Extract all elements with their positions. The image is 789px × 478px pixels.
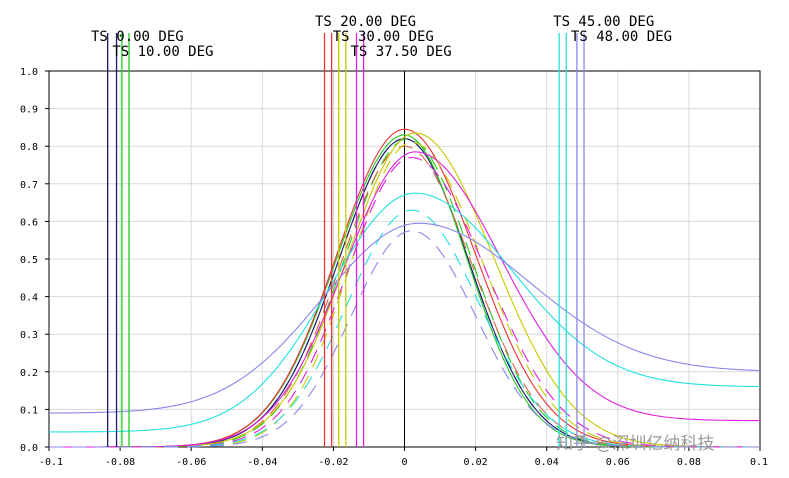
y-tick-label: 0.2	[20, 368, 38, 379]
x-tick-label: 0	[401, 457, 407, 468]
tick-labels: -0.1 -0.08 -0.06 -0.04 -0.02 0 0.02 0.04 0.06 0.0…	[20, 67, 768, 468]
field-label-6: TS 45.00 DEG	[553, 14, 654, 30]
series-line-13	[48, 222, 761, 414]
y-tick-label: 0.6	[20, 217, 38, 228]
x-tick-label: -0.04	[247, 457, 277, 468]
x-tick-label: -0.06	[176, 457, 206, 468]
y-tick-label: 0.1	[20, 405, 38, 416]
y-tick-label: 0.5	[20, 255, 38, 266]
field-markers	[107, 33, 585, 447]
axes	[45, 70, 761, 451]
x-tick-label: -0.02	[318, 457, 348, 468]
y-tick-label: 0.4	[20, 293, 38, 304]
x-tick-label: 0.06	[606, 457, 630, 468]
x-tick-label: -0.1	[39, 457, 63, 468]
field-label-5: TS 37.50 DEG	[351, 44, 452, 60]
x-tick-label: 0.1	[750, 457, 768, 468]
series-line-14	[49, 230, 760, 448]
y-tick-label: 0.3	[20, 330, 38, 341]
x-tick-label: 0.02	[464, 457, 488, 468]
watermark: 知乎 @深圳亿纳科技	[556, 434, 714, 454]
field-label-1: TS 0.00 DEG	[91, 29, 184, 45]
series-line-11	[48, 192, 761, 433]
y-tick-label: 1.0	[20, 67, 38, 78]
x-tick-label: 0.08	[677, 457, 701, 468]
x-tick-label: 0.04	[535, 457, 559, 468]
y-tick-label: 0.9	[20, 105, 38, 116]
field-label-4: TS 30.00 DEG	[333, 29, 434, 45]
field-label-3: TS 20.00 DEG	[315, 14, 416, 30]
y-tick-label: 0.8	[20, 142, 38, 153]
field-label-2: TS 10.00 DEG	[112, 44, 213, 60]
field-label-7: TS 48.00 DEG	[571, 29, 672, 45]
y-tick-label: 0.0	[20, 443, 38, 454]
y-tick-label: 0.7	[20, 180, 38, 191]
curves	[48, 128, 761, 448]
x-tick-label: -0.08	[105, 457, 135, 468]
